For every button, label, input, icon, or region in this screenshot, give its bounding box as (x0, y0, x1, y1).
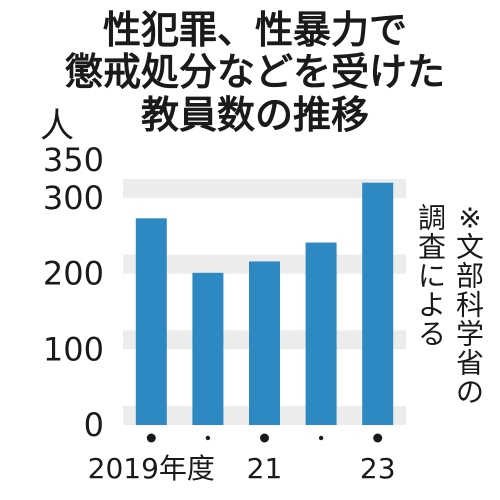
chart-title-line: 懲戒処分などを受けた (65, 50, 445, 94)
bar-1 (192, 272, 224, 425)
bar-4 (362, 182, 394, 425)
bar-0 (135, 218, 167, 425)
note-char: ※ (458, 202, 481, 235)
y-tick-label: 300 (43, 179, 104, 217)
x-tick-dot (260, 433, 269, 443)
bar-2 (249, 261, 280, 425)
note-char: 査 (418, 231, 446, 264)
x-tick-label: 21 (247, 452, 283, 485)
note-char: 学 (456, 318, 484, 351)
note-char: の (456, 376, 484, 409)
note-char: よ (418, 289, 446, 322)
chart-title-line: 教員数の推移 (141, 93, 369, 137)
note-char: 科 (456, 289, 484, 322)
x-tick-dot (373, 433, 383, 443)
chart-title-line: 性犯罪、性暴力で (103, 8, 407, 52)
note-char: 調 (418, 202, 446, 235)
y-tick-label: 350 (43, 141, 104, 179)
y-tick-label: 100 (43, 330, 104, 368)
note-char: 省 (456, 347, 484, 380)
note-char: る (418, 318, 446, 351)
x-tick-label: 2019年度 (88, 452, 215, 485)
note-char: に (418, 260, 446, 293)
y-tick-label: 200 (43, 255, 104, 293)
bar-3 (305, 242, 337, 425)
x-tick-dot-small (318, 435, 324, 441)
y-unit-label: 人 (40, 106, 74, 146)
grid-band (123, 178, 406, 198)
y-tick-label: 0 (84, 406, 104, 444)
x-tick-dot-small (205, 435, 211, 441)
note-char: 部 (456, 260, 484, 293)
note-char: 文 (456, 231, 484, 264)
x-tick-label: 23 (360, 452, 396, 485)
x-tick-dot (146, 433, 156, 443)
